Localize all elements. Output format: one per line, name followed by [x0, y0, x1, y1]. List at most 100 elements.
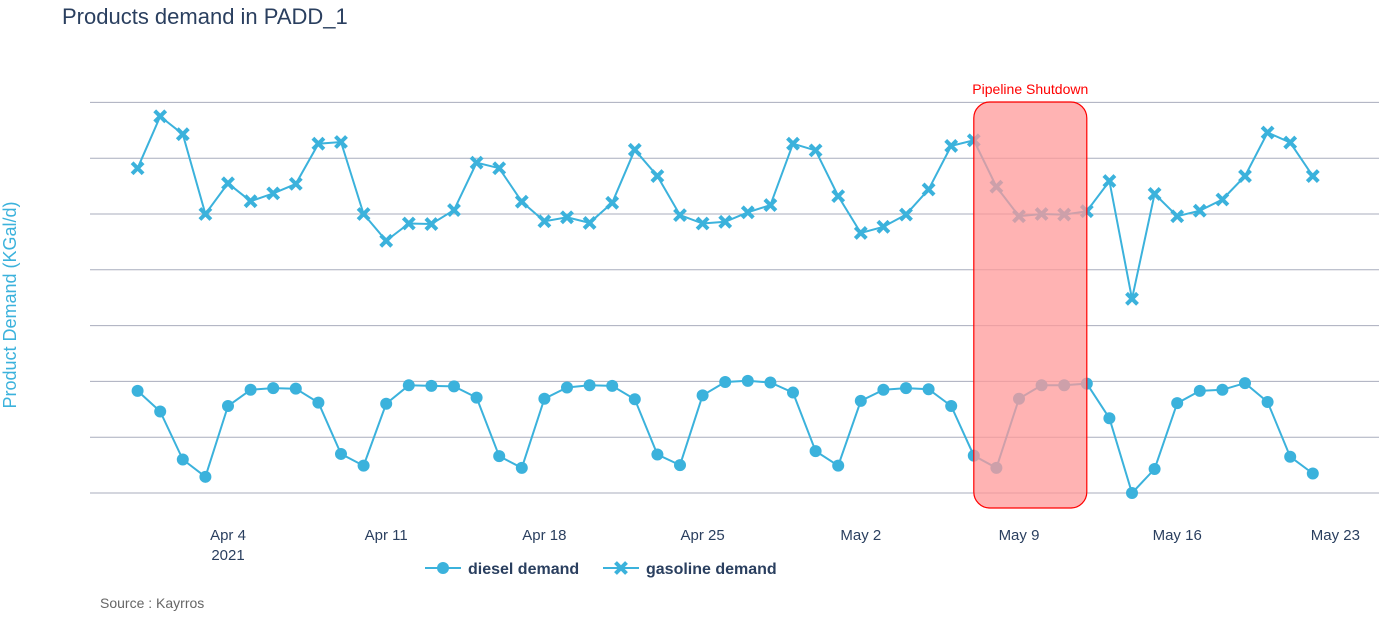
point-0-11[interactable]	[380, 397, 393, 410]
point-1-19[interactable]	[560, 210, 574, 225]
x-tick-4: May 2	[840, 527, 881, 544]
point-0-28[interactable]	[764, 376, 777, 389]
point-0-21[interactable]	[606, 379, 619, 392]
point-0-29[interactable]	[787, 386, 799, 399]
point-0-35[interactable]	[922, 383, 935, 396]
point-1-51[interactable]	[1283, 135, 1298, 150]
point-0-3[interactable]	[199, 470, 212, 483]
point-1-46[interactable]	[1170, 209, 1185, 224]
point-1-29[interactable]	[786, 136, 800, 151]
point-1-33[interactable]	[876, 219, 891, 234]
point-1-12[interactable]	[401, 216, 416, 231]
point-0-44[interactable]	[1126, 487, 1138, 499]
point-0-17[interactable]	[515, 461, 528, 474]
point-1-14[interactable]	[447, 203, 461, 218]
point-1-13[interactable]	[424, 217, 439, 231]
point-0-2[interactable]	[176, 453, 189, 466]
point-1-10[interactable]	[356, 207, 371, 221]
point-0-1[interactable]	[154, 405, 167, 418]
point-0-25[interactable]	[696, 389, 709, 402]
point-1-31[interactable]	[831, 189, 846, 204]
point-0-43[interactable]	[1103, 412, 1116, 425]
point-0-50[interactable]	[1261, 396, 1274, 409]
point-1-48[interactable]	[1215, 192, 1230, 207]
x-tick-3: Apr 25	[680, 527, 724, 544]
point-1-9[interactable]	[334, 135, 348, 149]
point-1-22[interactable]	[627, 142, 642, 157]
point-1-52[interactable]	[1305, 169, 1320, 183]
point-0-32[interactable]	[854, 394, 867, 407]
point-0-23[interactable]	[651, 448, 664, 461]
point-0-47[interactable]	[1193, 384, 1206, 397]
point-0-20[interactable]	[583, 379, 596, 392]
point-0-14[interactable]	[448, 380, 460, 393]
point-1-28[interactable]	[763, 198, 778, 212]
point-0-46[interactable]	[1171, 397, 1184, 410]
point-1-23[interactable]	[650, 169, 665, 183]
point-0-9[interactable]	[335, 447, 347, 460]
point-0-19[interactable]	[561, 381, 573, 394]
point-0-7[interactable]	[289, 382, 302, 395]
point-1-47[interactable]	[1192, 203, 1207, 218]
point-0-52[interactable]	[1306, 467, 1319, 480]
point-0-36[interactable]	[945, 399, 958, 412]
point-1-44[interactable]	[1125, 291, 1139, 306]
point-0-48[interactable]	[1216, 383, 1229, 396]
point-1-6[interactable]	[266, 186, 281, 201]
point-1-7[interactable]	[288, 176, 303, 191]
legend[interactable]: diesel demand gasoline demand	[425, 561, 777, 578]
point-1-35[interactable]	[921, 182, 936, 197]
annotation-rect-0	[973, 101, 1088, 509]
point-1-24[interactable]	[673, 208, 687, 223]
point-1-4[interactable]	[221, 176, 235, 191]
point-0-4[interactable]	[222, 399, 234, 412]
point-1-26[interactable]	[718, 214, 733, 229]
point-1-25[interactable]	[695, 216, 710, 231]
point-1-15[interactable]	[469, 155, 484, 170]
point-0-10[interactable]	[357, 459, 370, 472]
point-1-43[interactable]	[1102, 174, 1117, 188]
legend-item-1[interactable]: gasoline demand	[603, 561, 777, 578]
point-0-51[interactable]	[1284, 450, 1297, 463]
point-0-5[interactable]	[244, 383, 257, 396]
point-0-49[interactable]	[1239, 377, 1251, 390]
point-0-6[interactable]	[267, 382, 280, 395]
point-0-13[interactable]	[425, 379, 438, 392]
point-1-32[interactable]	[853, 226, 868, 240]
point-0-33[interactable]	[877, 383, 890, 396]
point-1-2[interactable]	[175, 127, 190, 142]
point-0-8[interactable]	[312, 396, 325, 409]
point-1-16[interactable]	[492, 161, 507, 176]
point-1-1[interactable]	[153, 109, 168, 124]
point-0-0[interactable]	[131, 384, 144, 397]
point-0-30[interactable]	[809, 445, 822, 458]
point-1-8[interactable]	[311, 136, 326, 151]
point-1-17[interactable]	[514, 194, 529, 209]
point-0-26[interactable]	[719, 375, 732, 388]
point-1-11[interactable]	[379, 233, 394, 248]
point-0-18[interactable]	[538, 392, 551, 405]
point-0-34[interactable]	[900, 382, 912, 395]
point-1-3[interactable]	[198, 207, 213, 221]
point-1-21[interactable]	[605, 195, 620, 210]
point-1-18[interactable]	[537, 214, 552, 229]
point-0-24[interactable]	[674, 459, 686, 472]
point-1-0[interactable]	[130, 161, 145, 176]
point-1-34[interactable]	[899, 207, 913, 222]
point-1-45[interactable]	[1147, 186, 1162, 201]
point-1-20[interactable]	[582, 216, 597, 230]
point-0-12[interactable]	[402, 379, 415, 392]
point-0-22[interactable]	[628, 393, 641, 406]
point-1-5[interactable]	[243, 194, 258, 209]
point-0-45[interactable]	[1148, 463, 1161, 476]
point-0-27[interactable]	[741, 374, 754, 387]
point-0-31[interactable]	[832, 459, 845, 472]
point-0-15[interactable]	[470, 391, 483, 404]
point-0-16[interactable]	[493, 450, 506, 463]
point-1-30[interactable]	[808, 143, 823, 158]
legend-item-0[interactable]: diesel demand	[425, 561, 579, 578]
point-1-49[interactable]	[1238, 169, 1252, 183]
point-1-50[interactable]	[1260, 125, 1275, 140]
point-1-36[interactable]	[944, 139, 959, 153]
point-1-27[interactable]	[740, 205, 755, 220]
